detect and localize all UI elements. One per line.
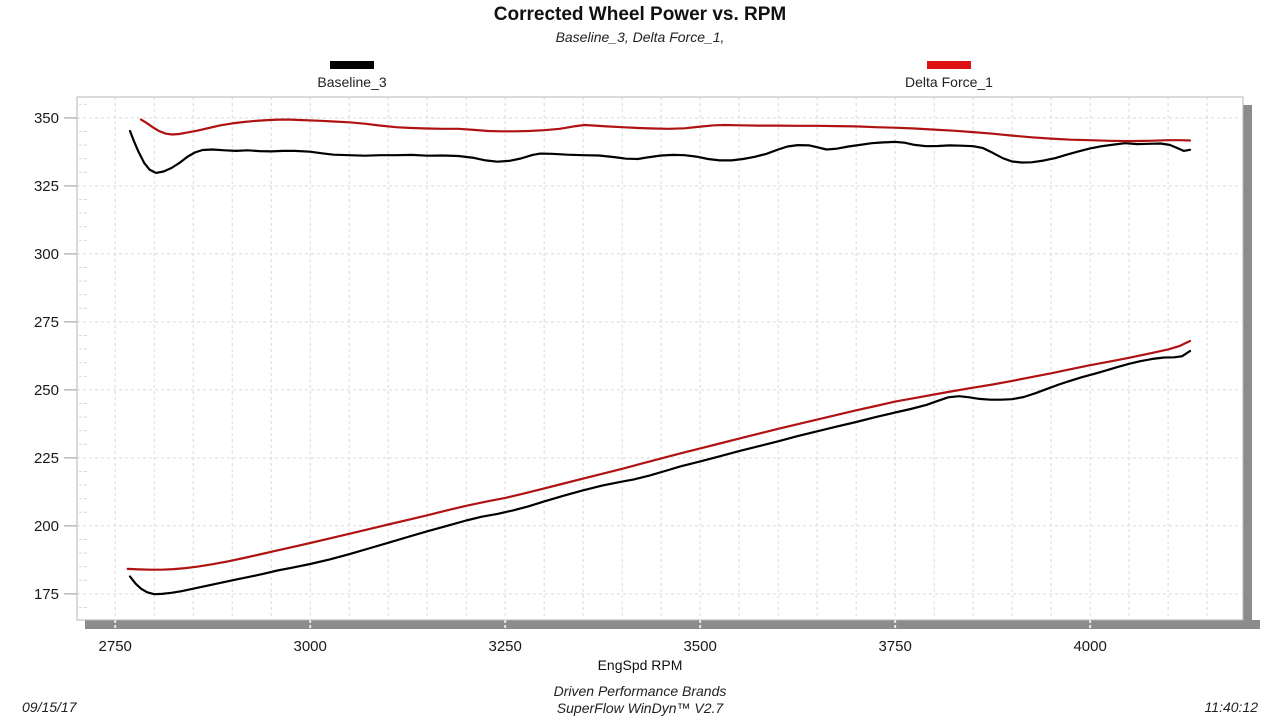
x-tick-label: 3500: [683, 638, 716, 655]
series-lower-baseline-3: [128, 349, 1192, 596]
y-tick-label: 200: [34, 518, 59, 535]
chart-subtitle: Baseline_3, Delta Force_1,: [555, 29, 725, 45]
x-tick-label: 3000: [294, 638, 327, 655]
legend-item-baseline-3: Baseline_3: [272, 61, 432, 90]
x-tick-label: 2750: [99, 638, 132, 655]
y-tick-label: 350: [34, 110, 59, 127]
y-tick-label: 275: [34, 314, 59, 331]
right-shadow-bar: [1243, 105, 1252, 629]
y-tick-label: 225: [34, 450, 59, 467]
series-upper-delta-force-1: [139, 118, 1192, 143]
footer-brand: Driven Performance Brands SuperFlow WinD…: [0, 683, 1280, 717]
y-tick-label: 175: [34, 586, 59, 603]
chart-title: Corrected Wheel Power vs. RPM: [493, 4, 787, 25]
series-lower-delta-force-1: [126, 339, 1192, 571]
legend-label-baseline-3: Baseline_3: [317, 74, 387, 90]
plot-background: [76, 96, 1244, 621]
y-tick-label: 325: [34, 178, 59, 195]
footer-time: 11:40:12: [1204, 699, 1258, 715]
y-tick-label: 300: [34, 246, 59, 263]
x-tick-label: 3750: [878, 638, 911, 655]
y-tick-label: 250: [34, 382, 59, 399]
x-axis-bar: [85, 620, 1260, 629]
legend-label-delta-force-1: Delta Force_1: [905, 74, 993, 90]
footer-brand-line2: SuperFlow WinDyn™ V2.7: [556, 700, 724, 716]
x-axis-label: EngSpd RPM: [597, 657, 683, 673]
footer-date: 09/15/17: [22, 699, 77, 715]
footer-brand-line1: Driven Performance Brands: [553, 683, 727, 699]
legend-swatch-baseline-3: [330, 61, 374, 69]
legend-item-delta-force-1: Delta Force_1: [869, 61, 1029, 90]
x-tick-label: 3250: [488, 638, 521, 655]
legend-swatch-delta-force-1: [927, 61, 971, 69]
series-upper-baseline-3: [128, 129, 1192, 174]
x-tick-label: 4000: [1073, 638, 1106, 655]
